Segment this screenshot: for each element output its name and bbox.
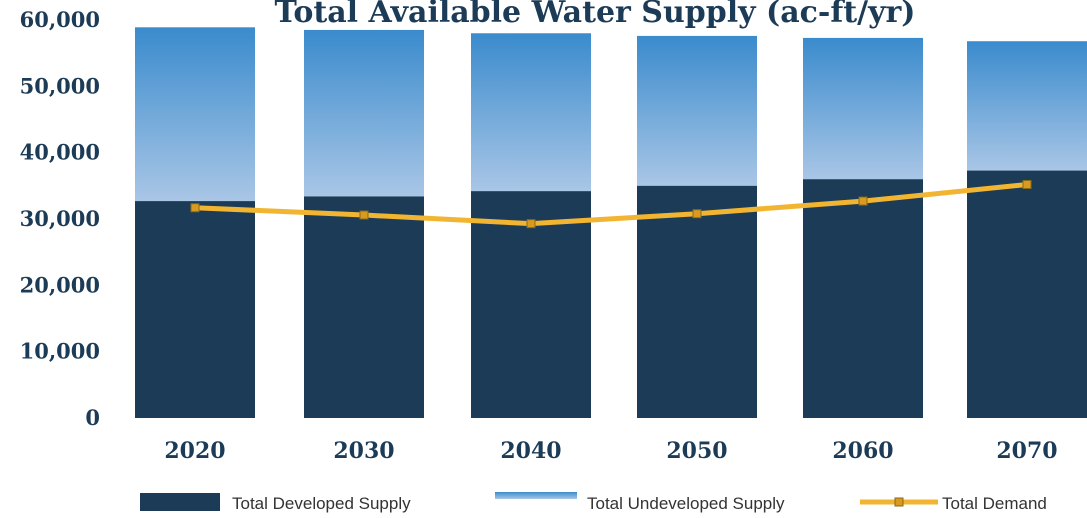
y-tick-label: 40,000 [20, 140, 100, 165]
legend-undeveloped-swatch [495, 492, 577, 499]
demand-point [526, 219, 536, 229]
bar-undeveloped-supply [803, 37, 923, 180]
y-tick-label: 50,000 [20, 73, 100, 98]
bar-developed-supply [967, 170, 1087, 418]
bar-developed-supply [803, 179, 923, 418]
y-tick-label: 20,000 [20, 272, 100, 297]
demand-line-group [190, 180, 1032, 229]
x-tick-label: 2040 [500, 438, 561, 464]
y-axis: 0 10,000 20,000 30,000 40,000 50,000 60,000 [20, 7, 100, 430]
x-tick-label: 2020 [164, 438, 225, 464]
demand-point [1022, 180, 1032, 190]
bar-developed-supply [135, 201, 255, 418]
bar-developed-supply [304, 196, 424, 418]
bar-undeveloped-supply [135, 27, 255, 202]
x-tick-label: 2030 [333, 438, 394, 464]
y-tick-label: 0 [85, 405, 100, 430]
legend-developed-swatch [140, 493, 220, 511]
bar-undeveloped-supply [967, 41, 1087, 171]
demand-point [190, 203, 200, 213]
x-tick-label: 2060 [832, 438, 893, 464]
bar-undeveloped-supply [304, 29, 424, 197]
x-tick-label: 2070 [996, 438, 1057, 464]
bar-developed-supply [637, 185, 757, 418]
bar-developed-supply [471, 191, 591, 418]
demand-point [692, 209, 702, 219]
legend-undeveloped-label: Total Undeveloped Supply [587, 494, 785, 513]
demand-point [858, 196, 868, 206]
x-tick-label: 2050 [666, 438, 727, 464]
bar-undeveloped-supply [471, 33, 591, 192]
legend-demand-label: Total Demand [942, 494, 1047, 513]
y-tick-label: 60,000 [20, 7, 100, 32]
chart-title: Total Available Water Supply (ac-ft/yr) [274, 0, 915, 30]
demand-line [194, 182, 1028, 227]
y-tick-label: 10,000 [20, 339, 100, 364]
legend-developed-label: Total Developed Supply [232, 494, 411, 513]
x-axis: 2020 2030 2040 2050 2060 2070 [164, 438, 1057, 464]
bar-undeveloped-supply [637, 35, 757, 186]
legend: Total Developed Supply Total Undeveloped … [140, 492, 1047, 513]
demand-point [359, 210, 369, 220]
legend-demand-marker [894, 497, 904, 507]
y-tick-label: 30,000 [20, 206, 100, 231]
bars [135, 27, 1087, 418]
